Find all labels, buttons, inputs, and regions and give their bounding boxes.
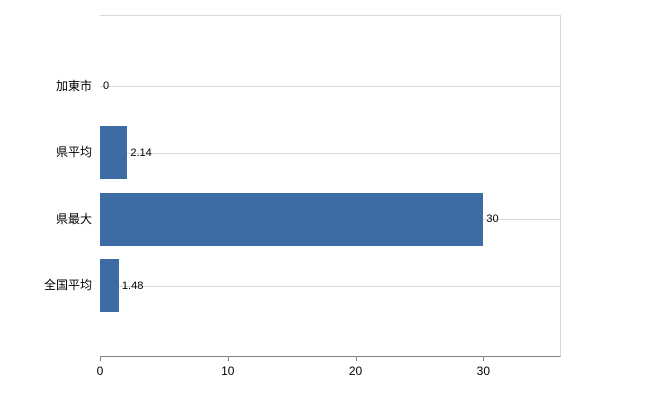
category-label: 加東市 <box>55 78 92 93</box>
x-axis-tick-label: 30 <box>476 364 491 378</box>
x-axis-tick-label: 10 <box>221 364 235 378</box>
x-axis-tick-label: 0 <box>96 364 104 378</box>
bar <box>100 126 128 180</box>
plot-area: 0 2.14 30 1.48 0 10 20 30 <box>97 15 561 378</box>
x-axis-tick <box>100 357 101 361</box>
x-axis-tick-label: 20 <box>348 364 363 378</box>
gridline <box>100 152 560 154</box>
category-label: 県最大 <box>55 211 92 226</box>
bar <box>100 192 484 246</box>
gridline <box>100 285 560 287</box>
category-label: 県平均 <box>55 145 92 160</box>
gridline <box>100 86 560 88</box>
bar <box>100 259 119 313</box>
value-label: 30 <box>486 213 499 226</box>
x-axis-tick <box>355 357 357 361</box>
category-label: 全国平均 <box>43 278 92 293</box>
value-label: 0 <box>103 80 110 93</box>
x-axis-tick <box>227 357 229 361</box>
x-axis-tick <box>483 357 485 361</box>
value-label: 2.14 <box>130 146 152 159</box>
value-label: 1.48 <box>121 279 144 292</box>
